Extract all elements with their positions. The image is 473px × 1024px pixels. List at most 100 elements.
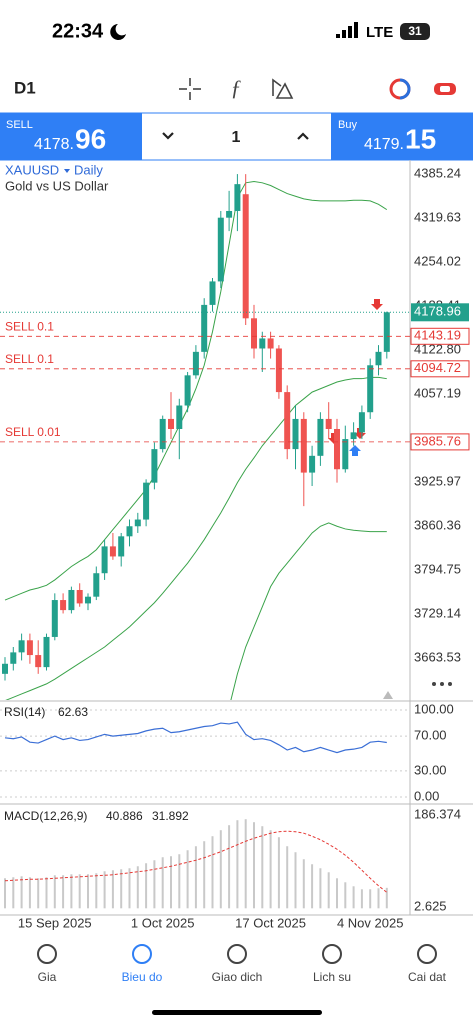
more-icon[interactable] <box>432 682 452 686</box>
y-tick-label: 2.625 <box>414 898 447 913</box>
candle-body <box>35 655 42 668</box>
sell-price-main: 4178. <box>34 136 74 153</box>
macd-bar <box>178 854 181 909</box>
macd-bar <box>145 863 148 909</box>
trade-icon-half <box>399 78 411 100</box>
candle-body <box>134 519 141 527</box>
time: 22:34 <box>52 20 104 42</box>
nav-icon[interactable] <box>227 944 247 964</box>
macd-bar <box>253 822 255 909</box>
symbol-dropdown[interactable] <box>64 169 70 173</box>
candle-body <box>284 392 291 450</box>
rsi-line <box>4 721 387 754</box>
sell-price-big: 96 <box>75 123 106 154</box>
candle-body <box>367 365 374 413</box>
candle-body <box>275 348 282 393</box>
y-tick-label: 0.00 <box>414 788 439 803</box>
volume-up[interactable] <box>297 132 309 140</box>
price-plot <box>2 174 390 700</box>
macd-bar <box>219 830 222 909</box>
volume-down[interactable] <box>162 132 174 140</box>
macd-bar <box>87 874 89 909</box>
symbol-description: Gold vs US Dollar <box>5 178 109 193</box>
candle-body <box>43 636 50 668</box>
nav-item[interactable]: Cai dat <box>408 970 447 984</box>
order-price: 4143.19 <box>414 328 461 343</box>
candle-body <box>184 375 191 406</box>
nav-icon[interactable] <box>322 944 342 964</box>
macd-bar <box>78 874 81 909</box>
macd-bar <box>244 819 247 909</box>
y-tick-label: 4122.80 <box>414 341 461 356</box>
nav-icon[interactable] <box>417 944 437 964</box>
candle-body <box>10 652 17 664</box>
macd-bar <box>203 841 206 909</box>
macd-bar <box>211 836 214 909</box>
macd-bar <box>136 866 139 909</box>
nav-icon[interactable] <box>37 944 57 964</box>
candle-body <box>334 428 340 470</box>
order-label: SELL 0.1 <box>5 319 54 333</box>
macd-bar <box>261 826 264 909</box>
y-tick-label: 4385.24 <box>414 165 461 180</box>
volume[interactable]: 1 <box>232 129 241 146</box>
macd-bar <box>344 882 347 909</box>
macd-bar <box>277 837 280 909</box>
candle-body <box>358 412 365 433</box>
order-price-box <box>410 327 470 345</box>
candle-body <box>118 536 125 557</box>
candle-body <box>234 184 241 211</box>
y-tick-label: 4057.19 <box>414 385 461 400</box>
buy-price-big: 15 <box>405 123 436 154</box>
timeframe-label: Daily <box>74 162 103 177</box>
nav-item[interactable]: Giao dich <box>212 970 263 984</box>
nav-icon[interactable] <box>132 944 152 964</box>
signal-value: 31.892 <box>152 809 189 823</box>
candle-body <box>2 663 8 674</box>
y-tick-label: 3663.53 <box>414 649 461 664</box>
macd-bar <box>319 868 322 909</box>
crosshair-icon[interactable] <box>179 78 201 100</box>
candle-body <box>93 573 100 597</box>
candle-body <box>159 418 166 450</box>
symbol[interactable]: XAUUSD <box>5 162 59 177</box>
macd-bar <box>377 888 380 909</box>
y-tick-label: 3925.97 <box>414 473 461 488</box>
y-tick-label: 3729.14 <box>414 605 461 620</box>
candle-body <box>101 546 108 574</box>
x-tick-label: 1 Oct 2025 <box>131 915 195 930</box>
macd-bar <box>194 846 197 909</box>
buy-button[interactable] <box>331 113 473 160</box>
macd-bar <box>37 878 40 909</box>
macd-bar <box>294 852 297 909</box>
chart-mode-icon-inner <box>440 86 450 92</box>
objects-icon[interactable] <box>272 78 294 99</box>
nav-item[interactable]: Bieu do <box>122 970 163 984</box>
order-price-box <box>410 433 470 451</box>
candle-body <box>192 351 199 376</box>
sell-button[interactable] <box>0 113 142 160</box>
candle-body <box>209 281 216 305</box>
candle-body <box>168 418 174 429</box>
timeframe-button[interactable]: D1 <box>14 78 36 97</box>
macd-bar <box>385 887 388 909</box>
candle-body <box>143 482 150 520</box>
shift-marker <box>383 691 393 699</box>
macd-bar <box>352 886 355 909</box>
y-tick-label: 186.374 <box>414 806 461 821</box>
y-tick-label: 3860.36 <box>414 517 461 532</box>
moon-icon <box>110 24 126 40</box>
bollinger-lower <box>230 522 387 700</box>
nav-item[interactable]: Lich su <box>313 970 351 984</box>
indicators-icon[interactable]: ƒ <box>231 75 242 100</box>
candle-body <box>151 449 158 483</box>
candle-body <box>51 600 58 637</box>
macd-bar <box>120 869 123 909</box>
candle-body <box>342 439 349 470</box>
current-price-box <box>411 303 469 322</box>
candle-body <box>309 455 316 473</box>
nav-item[interactable]: Gia <box>38 970 57 984</box>
macd-bar <box>20 876 23 909</box>
